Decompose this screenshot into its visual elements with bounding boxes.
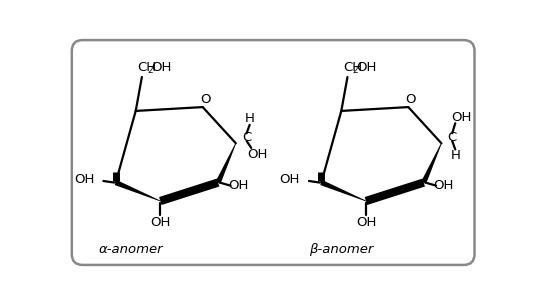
Text: OH: OH [279, 173, 300, 186]
Text: OH: OH [247, 148, 268, 161]
Text: H: H [450, 149, 460, 162]
Text: CH: CH [138, 61, 156, 74]
Text: OH: OH [433, 179, 454, 192]
Polygon shape [216, 143, 236, 184]
Polygon shape [320, 180, 366, 201]
Polygon shape [421, 143, 442, 184]
Text: OH: OH [228, 179, 248, 192]
Text: OH: OH [74, 173, 94, 186]
Text: 2: 2 [353, 66, 359, 75]
Text: H: H [245, 112, 255, 125]
Text: β-anomer: β-anomer [309, 243, 373, 256]
Text: O: O [406, 93, 416, 106]
Text: OH: OH [151, 61, 172, 74]
Text: C: C [242, 130, 251, 144]
Text: OH: OH [356, 216, 376, 229]
Text: O: O [200, 93, 210, 106]
Text: OH: OH [357, 61, 377, 74]
Text: OH: OH [451, 111, 472, 124]
Text: α-anomer: α-anomer [99, 243, 164, 256]
Text: C: C [448, 130, 457, 144]
Text: OH: OH [150, 216, 171, 229]
Text: CH: CH [343, 61, 362, 74]
Polygon shape [115, 180, 160, 201]
FancyBboxPatch shape [72, 40, 474, 265]
Text: 2: 2 [147, 66, 153, 75]
